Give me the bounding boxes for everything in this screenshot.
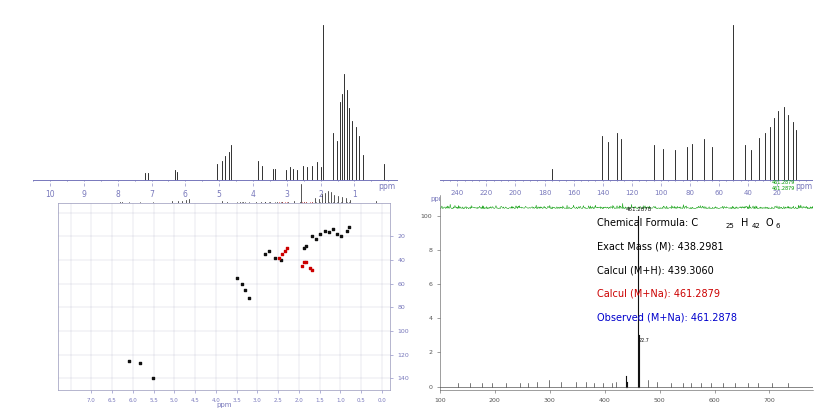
Point <box>297 245 310 251</box>
Point <box>146 375 159 382</box>
Text: 42: 42 <box>752 223 760 229</box>
Point <box>318 227 331 234</box>
Point <box>343 224 356 230</box>
Text: 461.2878: 461.2878 <box>625 207 652 212</box>
Point <box>305 266 319 273</box>
Text: 22.7: 22.7 <box>639 338 650 343</box>
Point <box>305 233 319 240</box>
Point <box>330 231 344 237</box>
Text: H: H <box>740 218 748 228</box>
Point <box>295 263 309 269</box>
Point <box>238 286 251 293</box>
Text: 25: 25 <box>725 223 735 229</box>
Text: ppm: ppm <box>795 182 812 191</box>
Point <box>242 295 256 301</box>
Point <box>276 251 289 257</box>
Point <box>134 359 147 366</box>
Point <box>334 233 348 240</box>
Point <box>272 254 286 261</box>
Point <box>275 257 288 264</box>
Point <box>322 228 335 235</box>
Point <box>268 254 281 261</box>
Point <box>341 227 354 234</box>
Point <box>300 243 313 249</box>
Point <box>231 274 244 281</box>
Text: Observed (M+Na): 461.2878: Observed (M+Na): 461.2878 <box>597 312 737 322</box>
Point <box>310 235 323 242</box>
Point <box>235 281 248 287</box>
Text: 6: 6 <box>775 223 780 229</box>
Text: Exact Mass (M): 438.2981: Exact Mass (M): 438.2981 <box>597 242 724 252</box>
Text: Chemical Formula: C: Chemical Formula: C <box>597 218 698 228</box>
Text: 461.2879
461.2879: 461.2879 461.2879 <box>771 181 795 191</box>
Point <box>299 259 312 266</box>
Text: ppm: ppm <box>378 182 395 191</box>
Point <box>123 357 136 364</box>
Point <box>258 251 271 257</box>
Point <box>281 245 294 251</box>
Point <box>304 265 317 272</box>
Point <box>297 259 310 266</box>
Text: Calcul (M+H): 439.3060: Calcul (M+H): 439.3060 <box>597 265 714 275</box>
Text: ppm: ppm <box>430 196 446 203</box>
Point <box>278 247 292 254</box>
Point <box>314 231 327 237</box>
Point <box>326 226 339 233</box>
Text: Calcul (M+Na): 461.2879: Calcul (M+Na): 461.2879 <box>597 289 720 299</box>
Text: O: O <box>765 218 774 228</box>
Text: ppm: ppm <box>217 402 232 408</box>
Point <box>262 247 276 254</box>
